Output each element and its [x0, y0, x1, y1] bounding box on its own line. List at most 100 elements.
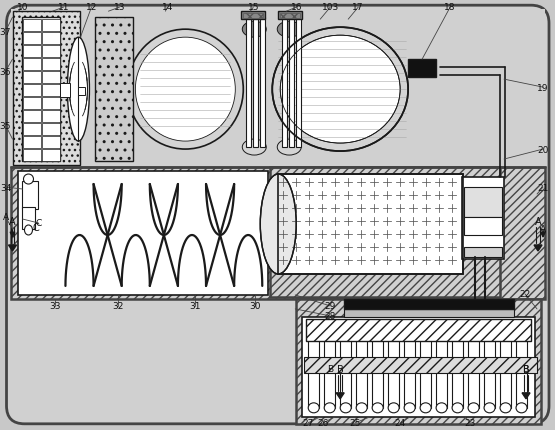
Ellipse shape	[356, 403, 367, 413]
Text: 15: 15	[248, 3, 259, 12]
Text: 27: 27	[302, 418, 314, 427]
Text: C: C	[32, 222, 39, 233]
Bar	[246, 18, 251, 148]
Text: 16: 16	[290, 3, 302, 12]
Text: 21: 21	[537, 183, 549, 192]
Ellipse shape	[340, 403, 351, 413]
Bar	[270, 168, 500, 297]
Text: 32: 32	[113, 302, 124, 311]
Ellipse shape	[278, 140, 301, 156]
Text: B: B	[327, 365, 333, 374]
Text: 28: 28	[325, 312, 336, 321]
Text: 26: 26	[317, 418, 329, 427]
Bar	[23, 208, 36, 230]
Bar	[11, 168, 545, 299]
Bar	[43, 85, 60, 97]
Text: 103: 103	[321, 3, 339, 12]
Text: C: C	[36, 219, 42, 228]
Text: B: B	[522, 365, 528, 374]
Bar	[43, 150, 60, 162]
Ellipse shape	[452, 403, 463, 413]
Text: A: A	[540, 225, 546, 234]
Text: 34: 34	[0, 183, 11, 192]
Text: 10: 10	[17, 3, 28, 12]
Bar	[43, 46, 60, 58]
Ellipse shape	[308, 403, 319, 413]
Bar	[95, 18, 133, 162]
Polygon shape	[336, 393, 344, 399]
Bar	[13, 12, 80, 166]
Text: 33: 33	[50, 302, 61, 311]
Bar	[60, 84, 70, 98]
Bar	[241, 12, 265, 20]
Text: 17: 17	[352, 3, 364, 12]
Text: 22: 22	[519, 290, 531, 299]
Bar	[23, 137, 42, 149]
Polygon shape	[8, 246, 17, 252]
Bar	[43, 137, 60, 149]
FancyBboxPatch shape	[7, 6, 549, 424]
Bar	[43, 111, 60, 123]
Text: 13: 13	[114, 3, 125, 12]
Ellipse shape	[273, 28, 408, 152]
Ellipse shape	[278, 22, 301, 38]
Bar	[289, 18, 294, 148]
Text: 37: 37	[0, 28, 11, 37]
Ellipse shape	[324, 403, 335, 413]
Bar	[78, 88, 85, 96]
Text: B: B	[337, 364, 344, 374]
Bar	[462, 178, 504, 259]
Ellipse shape	[516, 403, 527, 413]
Bar	[23, 124, 42, 136]
Text: 25: 25	[350, 418, 361, 427]
Text: A: A	[9, 216, 16, 227]
Text: 20: 20	[537, 145, 549, 154]
Text: 30: 30	[250, 302, 261, 311]
Bar	[23, 111, 42, 123]
Bar	[23, 18, 60, 162]
Bar	[304, 357, 537, 373]
Bar	[23, 72, 42, 84]
Text: B: B	[523, 364, 529, 374]
Bar	[43, 98, 60, 110]
Bar	[43, 33, 60, 45]
Bar	[253, 18, 258, 148]
Bar	[23, 150, 42, 162]
Ellipse shape	[128, 30, 243, 150]
Bar	[43, 124, 60, 136]
Bar	[306, 319, 531, 341]
Bar	[344, 299, 514, 309]
Bar	[278, 175, 463, 274]
Polygon shape	[522, 393, 530, 399]
Ellipse shape	[388, 403, 399, 413]
Text: 29: 29	[325, 302, 336, 311]
Bar	[18, 172, 268, 295]
Bar	[296, 18, 301, 148]
Text: 19: 19	[537, 83, 549, 92]
Bar	[43, 59, 60, 71]
Ellipse shape	[68, 38, 89, 142]
Polygon shape	[534, 246, 542, 252]
Ellipse shape	[372, 403, 383, 413]
Ellipse shape	[280, 36, 400, 144]
Ellipse shape	[404, 403, 415, 413]
Ellipse shape	[135, 38, 235, 142]
Bar	[43, 72, 60, 84]
Text: 24: 24	[395, 418, 406, 427]
Bar	[23, 46, 42, 58]
Bar	[11, 10, 545, 168]
Text: 23: 23	[465, 418, 476, 427]
Ellipse shape	[243, 22, 266, 38]
Bar	[23, 85, 42, 97]
Ellipse shape	[468, 403, 479, 413]
Text: 36: 36	[0, 68, 11, 77]
Bar	[278, 175, 463, 274]
Ellipse shape	[420, 403, 431, 413]
Ellipse shape	[23, 175, 33, 184]
Bar	[464, 218, 502, 236]
Bar	[23, 20, 42, 32]
Text: 35: 35	[0, 121, 11, 130]
Bar	[23, 33, 42, 45]
Text: 31: 31	[190, 302, 201, 311]
Ellipse shape	[436, 403, 447, 413]
